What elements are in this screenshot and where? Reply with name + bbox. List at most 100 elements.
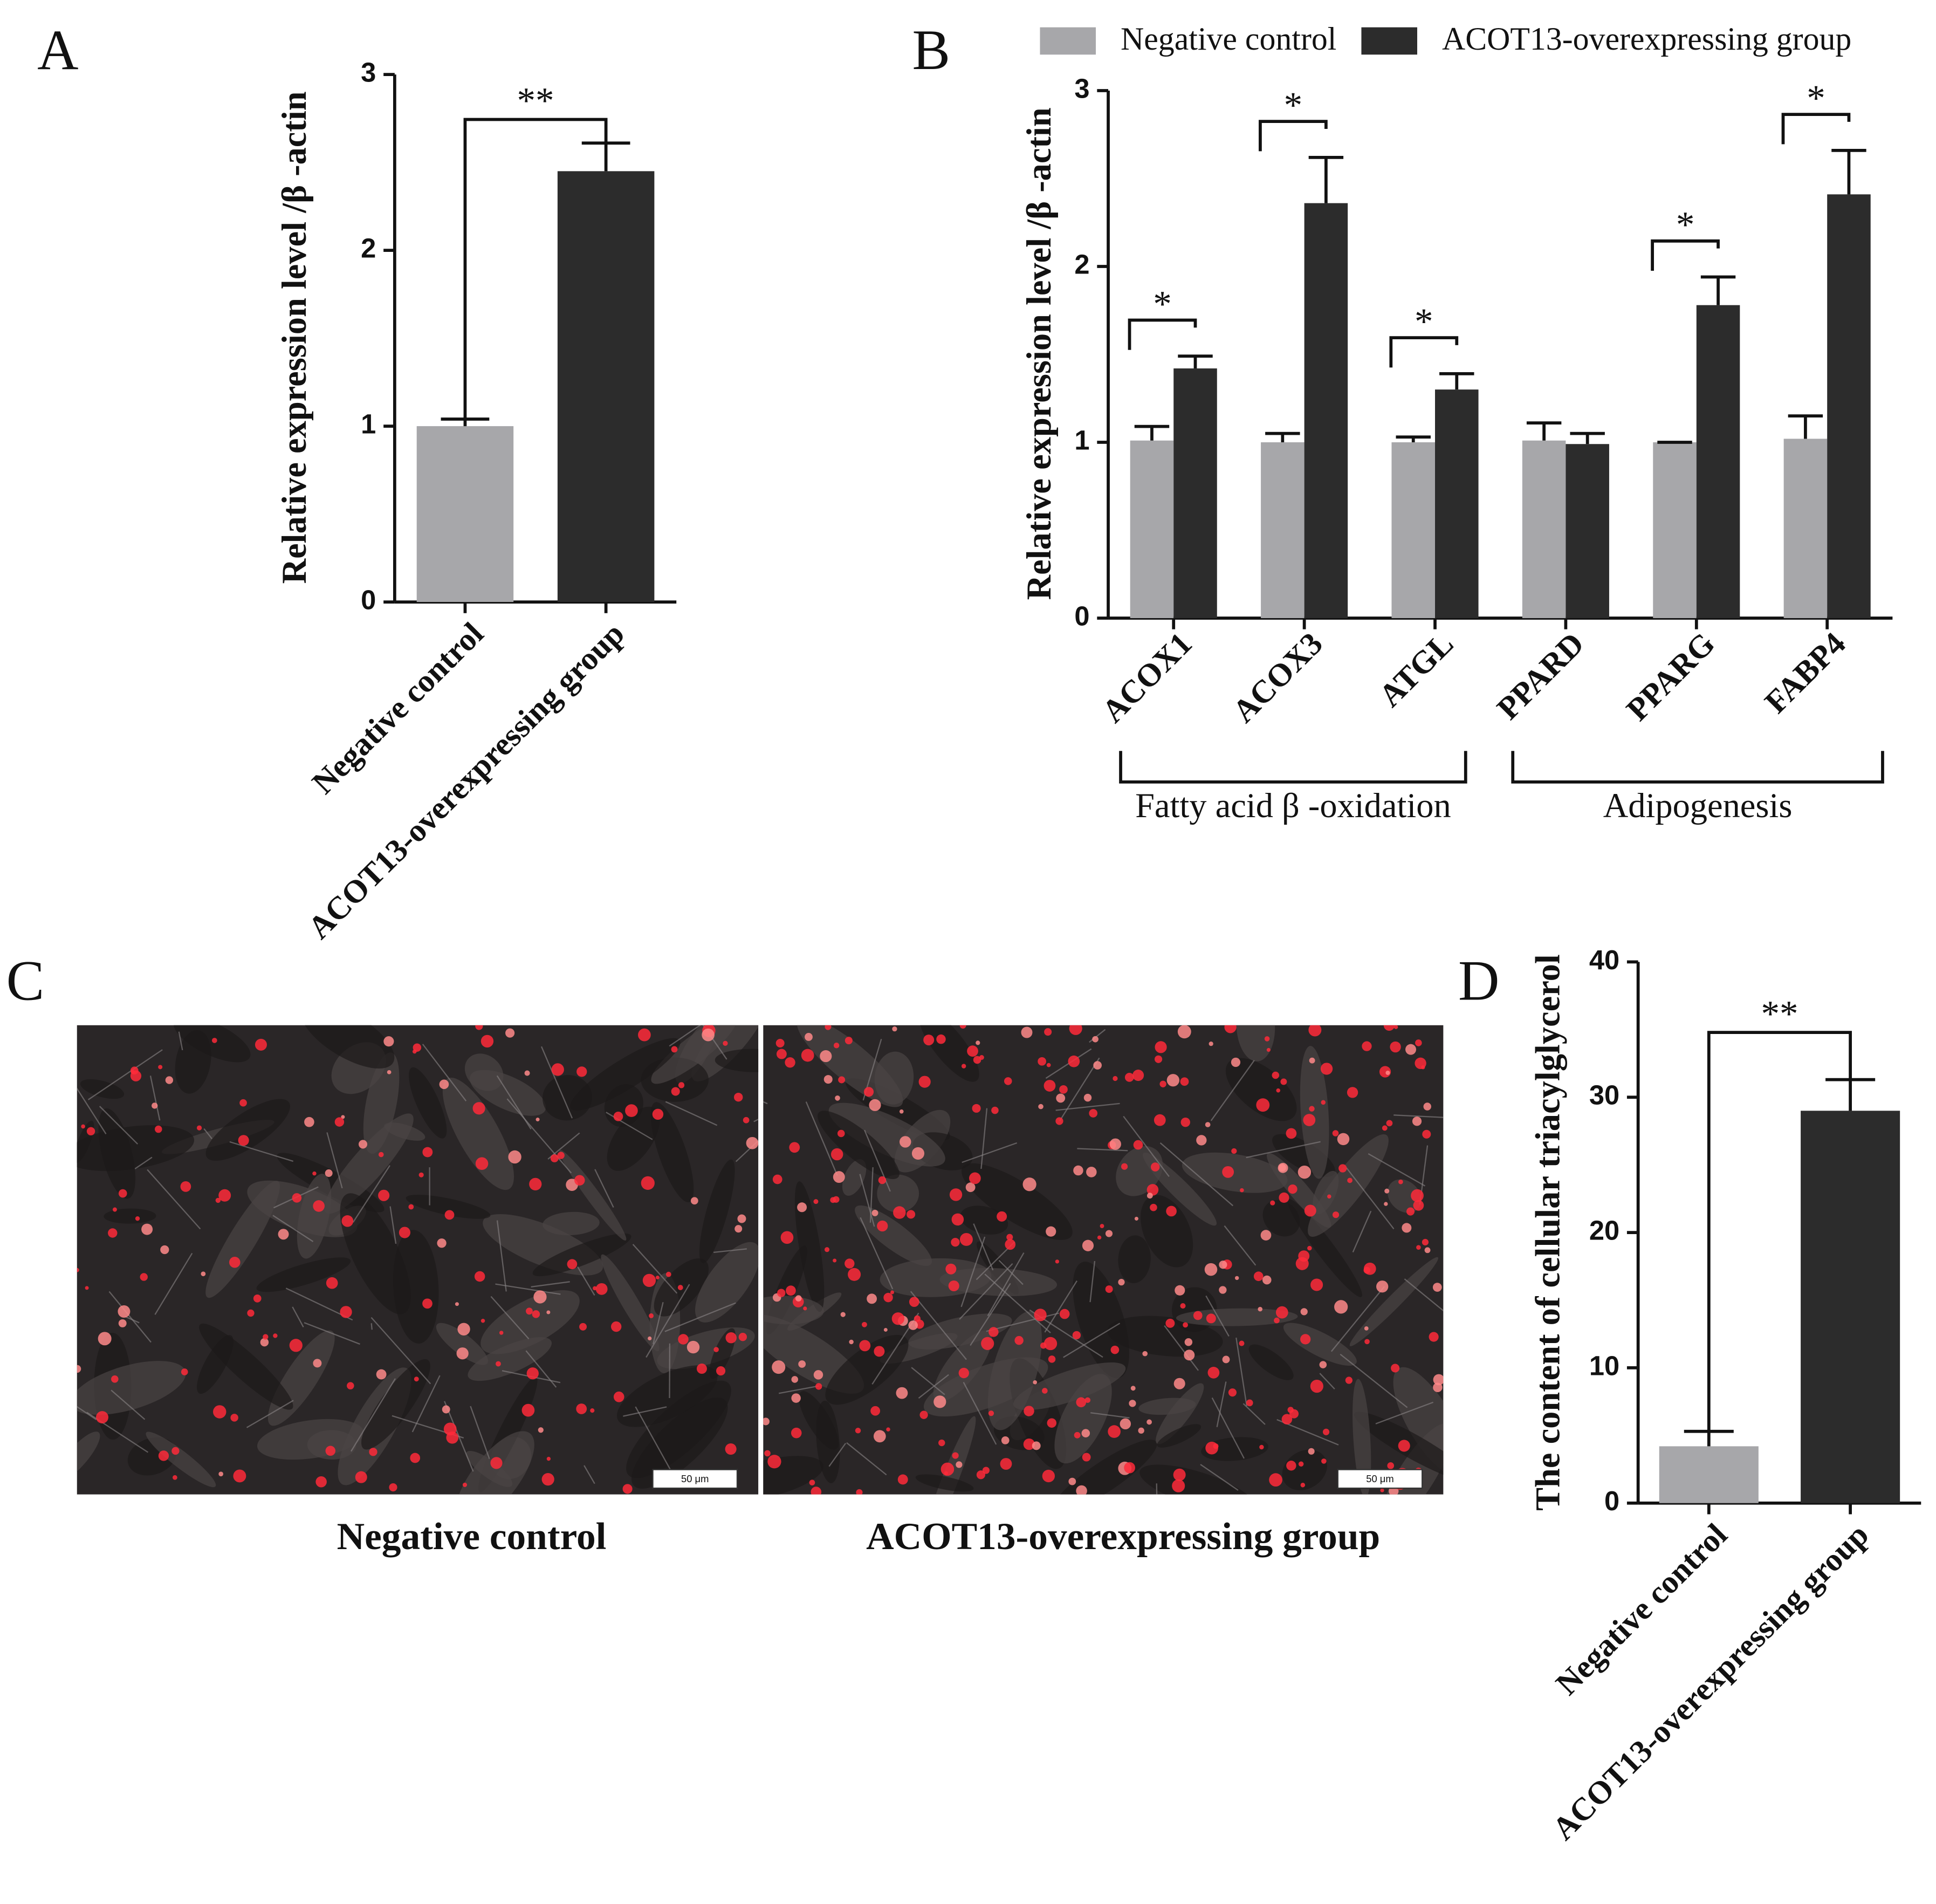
cell-edge bbox=[960, 1236, 986, 1307]
lipid-droplet bbox=[622, 1484, 633, 1494]
lipid-droplet bbox=[81, 1124, 85, 1129]
lipid-droplet bbox=[77, 1365, 81, 1373]
lipid-droplet bbox=[1405, 1044, 1417, 1055]
cell-edge bbox=[664, 1302, 736, 1332]
lipid-droplet bbox=[211, 1038, 217, 1043]
lipid-droplet bbox=[1385, 1071, 1390, 1076]
lipid-droplet bbox=[648, 1336, 652, 1341]
lipid-droplet bbox=[1423, 1102, 1431, 1111]
lipid-droplet bbox=[746, 1136, 759, 1149]
lipid-droplet bbox=[1363, 1266, 1371, 1274]
cell-shape bbox=[607, 1106, 660, 1171]
lipid-droplet bbox=[671, 1046, 678, 1053]
lipid-droplet bbox=[878, 1176, 887, 1184]
lipid-droplet bbox=[848, 1268, 861, 1281]
cell-edge bbox=[778, 1385, 819, 1394]
lipid-droplet bbox=[1310, 1278, 1323, 1291]
bar bbox=[1522, 440, 1566, 618]
lipid-droplet bbox=[725, 1443, 737, 1455]
cell-edge bbox=[154, 1252, 193, 1315]
lipid-droplet bbox=[529, 1177, 542, 1190]
lipid-droplet bbox=[1332, 1130, 1339, 1136]
x-tick-label: FABP4 bbox=[1758, 626, 1852, 720]
x-tick-label: PPARD bbox=[1490, 626, 1591, 727]
lipid-droplet bbox=[1266, 1047, 1271, 1052]
x-tick-label: ACOX1 bbox=[1095, 626, 1198, 729]
lipid-droplet bbox=[1308, 1448, 1315, 1455]
lipid-droplet bbox=[313, 1200, 325, 1212]
error-bar bbox=[1825, 1078, 1876, 1111]
lipid-droplet bbox=[1040, 1342, 1047, 1349]
cell-shape bbox=[1157, 1424, 1202, 1448]
cell-shape bbox=[818, 1111, 900, 1179]
lipid-droplet bbox=[1239, 1340, 1245, 1346]
lipid-droplet bbox=[1147, 1184, 1159, 1196]
lipid-droplet bbox=[410, 1453, 421, 1463]
lipid-droplet bbox=[1231, 1148, 1237, 1154]
lipid-droplet bbox=[961, 1064, 966, 1069]
error-bar bbox=[1570, 432, 1605, 444]
cell-shape bbox=[436, 1323, 489, 1365]
lipid-droplet bbox=[1042, 1388, 1048, 1394]
cell-edge bbox=[422, 1044, 467, 1101]
y-tick-label: 30 bbox=[1589, 1080, 1619, 1111]
lipid-droplet bbox=[1076, 1397, 1087, 1408]
cell-shape bbox=[205, 1099, 290, 1161]
lipid-droplet bbox=[813, 1199, 819, 1204]
lipid-droplet bbox=[959, 1232, 973, 1246]
lipid-droplet bbox=[1047, 1418, 1057, 1428]
lipid-droplet bbox=[1038, 1057, 1046, 1066]
lipid-droplet bbox=[152, 1102, 158, 1109]
lipid-droplet bbox=[593, 1286, 597, 1291]
cell-shape bbox=[1118, 1235, 1151, 1284]
cell-edge bbox=[962, 1142, 1018, 1163]
cell-edge bbox=[389, 1206, 397, 1244]
lipid-droplet bbox=[1270, 1200, 1275, 1206]
lipid-droplet bbox=[805, 1033, 813, 1041]
lipid-droplet bbox=[867, 1293, 877, 1304]
cell-shape bbox=[601, 1254, 660, 1352]
cell-shape bbox=[1051, 1440, 1157, 1495]
lipid-droplet bbox=[1059, 1085, 1068, 1094]
y-tick-label: 10 bbox=[1589, 1350, 1619, 1381]
cell-shape bbox=[1139, 1464, 1254, 1495]
lipid-droplet bbox=[1384, 1202, 1388, 1206]
cell-shape bbox=[1308, 1134, 1389, 1237]
lipid-droplet bbox=[777, 1289, 786, 1297]
lipid-droplet bbox=[809, 1480, 815, 1486]
cell-edge bbox=[272, 1215, 314, 1242]
cell-shape bbox=[559, 1150, 627, 1241]
lipid-droplet bbox=[1259, 1444, 1264, 1450]
lipid-droplet bbox=[763, 1417, 770, 1426]
lipid-droplet bbox=[899, 1109, 904, 1114]
lipid-droplet bbox=[1005, 1239, 1016, 1250]
lipid-droplet bbox=[480, 1318, 485, 1323]
lipid-droplet bbox=[833, 1258, 837, 1263]
lipid-droplet bbox=[1287, 1407, 1294, 1413]
lipid-droplet bbox=[1014, 1335, 1024, 1345]
lipid-droplet bbox=[304, 1117, 314, 1127]
lipid-droplet bbox=[1147, 1419, 1152, 1425]
lipid-droplet bbox=[1246, 1399, 1253, 1407]
lipid-droplet bbox=[369, 1448, 377, 1456]
cell-edge bbox=[869, 1167, 874, 1223]
cell-edge bbox=[99, 1106, 139, 1145]
cell-shape bbox=[650, 1102, 694, 1202]
cell-edge bbox=[594, 1169, 614, 1208]
cell-shape bbox=[480, 1290, 580, 1354]
cell-shape bbox=[340, 1193, 411, 1314]
lipid-droplet bbox=[641, 1176, 655, 1190]
y-axis-label: The content of cellular triacylglycerol bbox=[1528, 954, 1567, 1511]
significance-bracket bbox=[1781, 113, 1851, 145]
lipid-droplet bbox=[1120, 1418, 1131, 1430]
significance-label: ** bbox=[517, 80, 554, 121]
lipid-droplet bbox=[838, 1076, 846, 1084]
lipid-droplet bbox=[1000, 1458, 1012, 1470]
lipid-droplet bbox=[1231, 1057, 1241, 1067]
scale-bar-label: 50 μm bbox=[1366, 1473, 1393, 1484]
lipid-droplet bbox=[1142, 1351, 1148, 1357]
cell-shape bbox=[960, 1206, 1008, 1235]
cell-edge bbox=[178, 1031, 183, 1051]
lipid-droplet bbox=[1069, 1025, 1082, 1035]
lipid-droplet bbox=[213, 1405, 226, 1419]
